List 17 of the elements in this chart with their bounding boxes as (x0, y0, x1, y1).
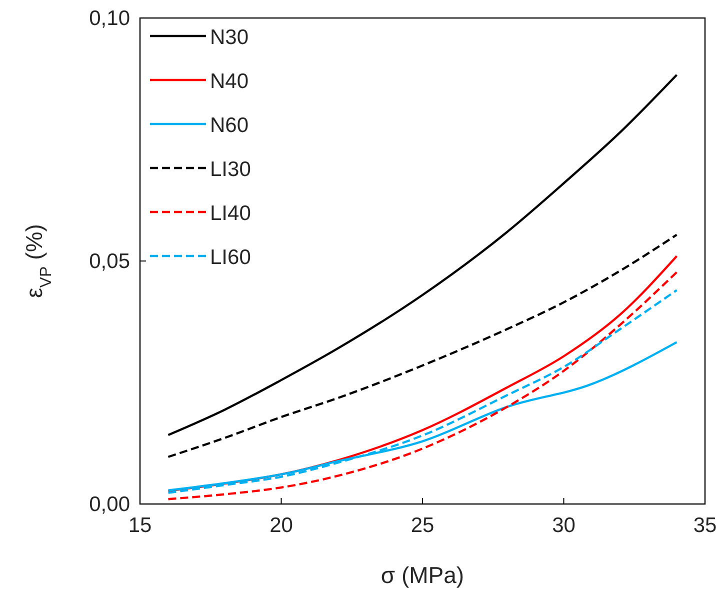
x-tick-label: 30 (552, 514, 576, 537)
line-series (167, 234, 678, 458)
legend-label: LI40 (210, 202, 251, 225)
x-tick-label: 35 (693, 514, 717, 537)
x-axis-title: σ (MPa) (380, 562, 464, 588)
x-tick-label: 20 (270, 514, 293, 537)
x-tick-label: 15 (128, 514, 152, 537)
legend-label: N60 (210, 114, 249, 137)
x-tick-label: 25 (410, 514, 434, 537)
y-tick-label: 0,00 (89, 493, 130, 516)
legend-label: N30 (210, 26, 249, 49)
legend-label: N40 (210, 70, 249, 93)
legend-label: LI60 (210, 246, 251, 269)
legend-label: LI30 (210, 158, 251, 181)
y-tick-label: 0,10 (89, 7, 130, 30)
line-series (167, 74, 678, 436)
y-tick-label: 0,05 (89, 250, 130, 273)
